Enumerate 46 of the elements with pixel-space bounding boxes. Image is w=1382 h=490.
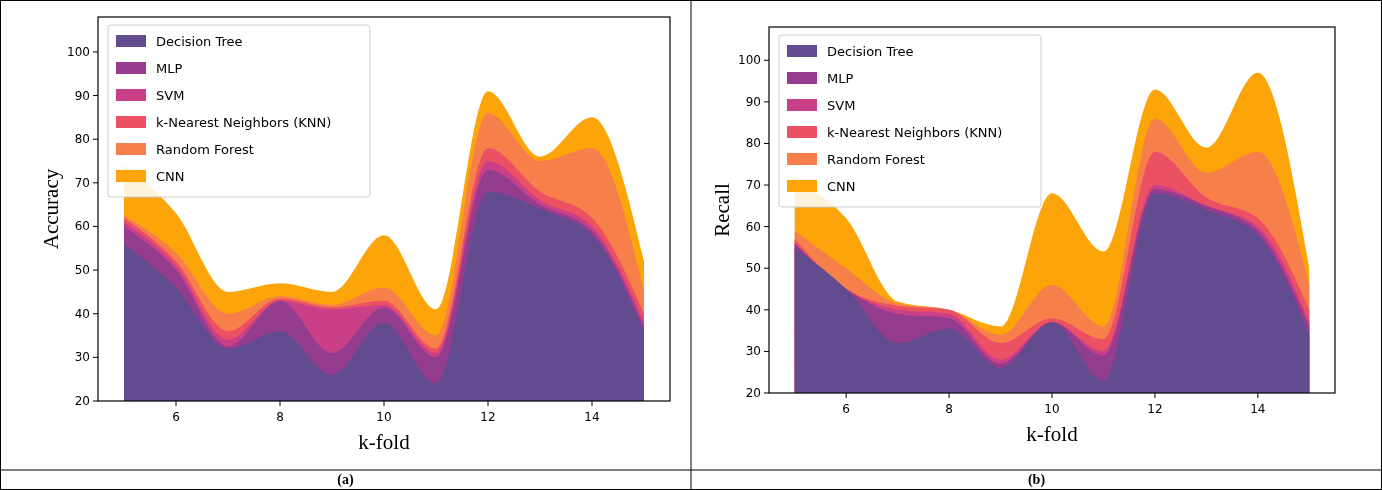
y-tick-label: 90 bbox=[745, 94, 761, 109]
y-tick-label: 30 bbox=[74, 350, 90, 365]
y-tick-label: 30 bbox=[745, 344, 761, 359]
legend-label: SVM bbox=[156, 88, 185, 103]
legend-label: CNN bbox=[827, 179, 856, 194]
y-tick-label: 40 bbox=[745, 302, 761, 317]
x-tick-label: 6 bbox=[172, 410, 180, 424]
x-tick-label: 8 bbox=[945, 402, 953, 416]
y-tick-label: 70 bbox=[745, 178, 761, 193]
legend-label: Random Forest bbox=[156, 142, 254, 157]
legend-label: k-Nearest Neighbors (KNN) bbox=[827, 125, 1003, 140]
legend-label: CNN bbox=[156, 169, 185, 184]
y-tick-label: 50 bbox=[74, 263, 90, 278]
x-tick-label: 12 bbox=[1147, 402, 1163, 416]
legend-label: Random Forest bbox=[827, 152, 925, 167]
y-tick-label: 80 bbox=[74, 132, 90, 147]
legend-label: SVM bbox=[827, 98, 856, 113]
text: (b) bbox=[1027, 472, 1046, 488]
x-axis-title: k-fold bbox=[1026, 422, 1079, 446]
x-tick-label: 8 bbox=[276, 410, 284, 424]
legend-label: MLP bbox=[827, 71, 854, 86]
y-tick-label: 80 bbox=[745, 136, 761, 151]
legend-label: Decision Tree bbox=[827, 44, 914, 59]
y-tick-label: 100 bbox=[67, 44, 90, 59]
y-tick-label: 90 bbox=[74, 88, 90, 103]
x-tick-label: 10 bbox=[1044, 402, 1060, 416]
x-tick-label: 6 bbox=[842, 402, 850, 416]
y-tick-label: 100 bbox=[738, 53, 761, 68]
x-tick-label: 12 bbox=[480, 410, 496, 424]
text: (a) bbox=[337, 472, 354, 488]
legend-label: k-Nearest Neighbors (KNN) bbox=[156, 115, 332, 130]
x-tick-label: 14 bbox=[584, 410, 600, 424]
y-tick-label: 70 bbox=[74, 175, 90, 190]
y-tick-label: 60 bbox=[745, 219, 761, 234]
y-tick-label: 60 bbox=[74, 219, 90, 234]
y-tick-label: 40 bbox=[74, 306, 90, 321]
y-tick-label: 20 bbox=[745, 386, 761, 400]
x-tick-label: 14 bbox=[1250, 402, 1266, 416]
x-tick-label: 10 bbox=[376, 410, 392, 424]
y-axis-title: Recall bbox=[710, 183, 734, 237]
legend-label: Decision Tree bbox=[156, 34, 243, 49]
y-tick-label: 50 bbox=[745, 261, 761, 276]
x-axis-title: k-fold bbox=[358, 430, 411, 454]
legend-label: MLP bbox=[156, 61, 183, 76]
y-tick-label: 20 bbox=[74, 394, 90, 408]
y-axis-title: Accuracy bbox=[39, 168, 63, 250]
